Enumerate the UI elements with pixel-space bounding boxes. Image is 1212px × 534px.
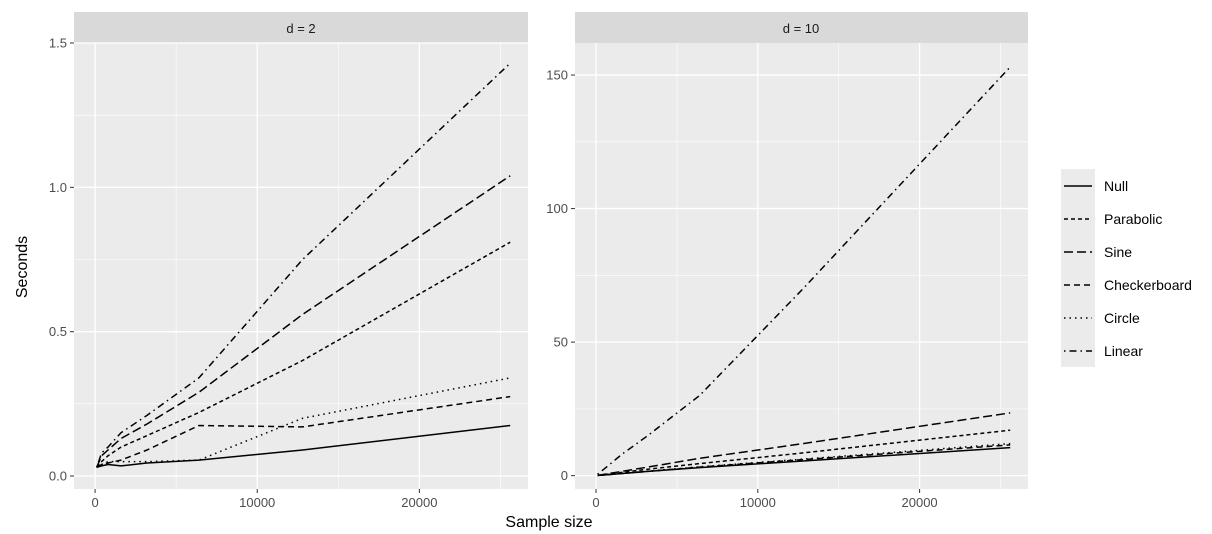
legend-key-background <box>1061 169 1095 367</box>
legend-label: Circle <box>1104 310 1140 326</box>
series-lines <box>597 66 1011 477</box>
y-axis-title: Seconds <box>14 236 31 298</box>
panel-d10: d = 10 0 50 100 150 0 10000 20000 <box>546 12 1028 510</box>
gridlines <box>74 42 528 489</box>
y-axis: 0.0 0.5 1.0 1.5 <box>49 36 74 484</box>
legend-label: Linear <box>1104 343 1143 359</box>
legend-label: Checkerboard <box>1104 277 1192 293</box>
series-line-parabolic <box>96 241 511 468</box>
x-tick-label: 20000 <box>902 495 938 510</box>
legend-label: Null <box>1104 178 1128 194</box>
y-tick-label: 150 <box>546 68 568 83</box>
y-tick-label: 1.5 <box>49 36 67 51</box>
y-tick-label: 0.0 <box>49 469 67 484</box>
y-tick-label: 1.0 <box>49 180 67 195</box>
strip-background <box>74 12 528 43</box>
panel-d2: d = 2 0.0 0.5 1.0 1.5 0 10000 20000 <box>49 12 528 510</box>
y-axis: 0 50 100 150 <box>546 68 575 483</box>
x-axis: 0 10000 20000 <box>91 489 437 510</box>
legend-label: Parabolic <box>1104 211 1162 227</box>
legend: Null Parabolic Sine Checkerboard Circle Linea… <box>1061 169 1192 367</box>
strip-label: d = 10 <box>783 21 820 36</box>
y-tick-label: 0.5 <box>49 324 67 339</box>
series-line-parabolic <box>597 429 1011 477</box>
x-tick-label: 20000 <box>401 495 437 510</box>
x-tick-label: 10000 <box>740 495 776 510</box>
x-tick-label: 10000 <box>239 495 275 510</box>
y-tick-label: 50 <box>554 335 568 350</box>
x-tick-label: 0 <box>592 495 599 510</box>
y-tick-label: 0 <box>561 468 568 483</box>
series-lines <box>95 62 511 469</box>
series-line-circle <box>96 377 511 468</box>
series-line-sine <box>96 175 511 468</box>
strip-background <box>575 12 1028 43</box>
x-axis-title: Sample size <box>505 514 592 531</box>
x-axis: 0 10000 20000 <box>592 489 938 510</box>
series-line-linear <box>597 66 1011 475</box>
series-line-null <box>96 424 511 469</box>
strip-label: d = 2 <box>286 21 315 36</box>
y-tick-label: 100 <box>546 201 568 216</box>
series-line-circle <box>597 442 1011 477</box>
gridlines <box>575 43 1028 489</box>
legend-label: Sine <box>1104 244 1132 260</box>
series-line-linear <box>95 62 511 468</box>
x-tick-label: 0 <box>91 495 98 510</box>
plot-background <box>575 43 1028 489</box>
